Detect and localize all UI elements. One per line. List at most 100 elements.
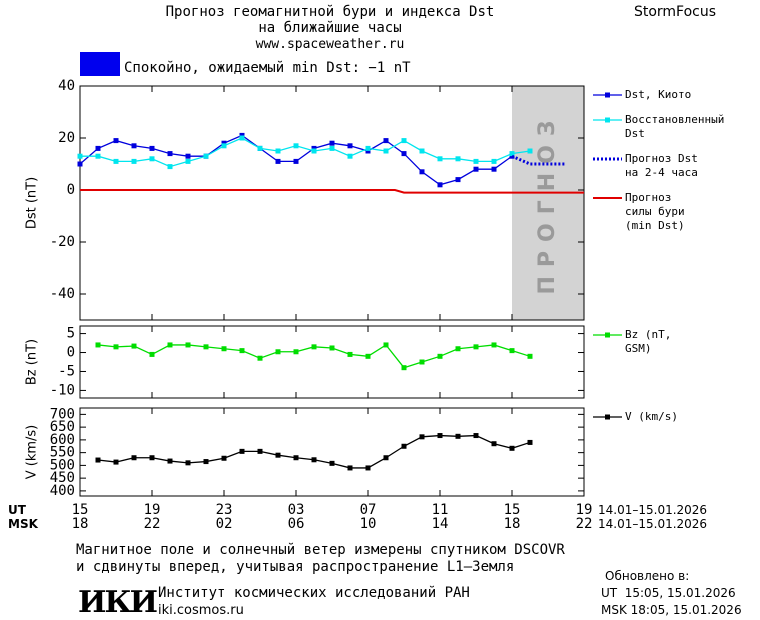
- y-tick-label: 650: [50, 419, 75, 435]
- legend-swatch: [605, 92, 610, 98]
- x-tick-label-msk: 22: [576, 516, 593, 532]
- point: [455, 156, 461, 162]
- y-tick-label: 450: [50, 470, 75, 486]
- x-tick-label: 11: [432, 502, 449, 518]
- y-tick-label: 0: [67, 345, 75, 361]
- point: [401, 365, 407, 371]
- point: [167, 458, 173, 464]
- x-tick-label: 19: [144, 502, 161, 518]
- point: [455, 433, 461, 439]
- point: [383, 148, 389, 154]
- y-tick-label: 400: [50, 483, 75, 499]
- y-tick-label: 700: [50, 406, 75, 422]
- forecast-zone: [512, 86, 584, 320]
- y-tick-label: 0: [67, 182, 75, 198]
- y-axis-title: Dst (nT): [25, 177, 40, 229]
- x-tick-label: 23: [216, 502, 233, 518]
- y-tick-label: -10: [50, 382, 75, 398]
- point: [113, 344, 119, 350]
- point: [455, 346, 461, 352]
- y-tick-label: 600: [50, 432, 75, 448]
- point: [95, 145, 101, 151]
- updated-title: Обновлено в:: [605, 569, 689, 583]
- point: [275, 452, 281, 458]
- point: [131, 343, 137, 349]
- point: [203, 459, 209, 465]
- legend-swatch: [605, 117, 610, 123]
- point: [311, 344, 317, 350]
- point: [293, 455, 299, 461]
- point: [185, 158, 191, 164]
- point: [149, 351, 155, 357]
- point: [473, 166, 479, 172]
- brand: StormFocus: [634, 4, 716, 20]
- point: [491, 166, 497, 172]
- point: [257, 448, 263, 454]
- point: [293, 349, 299, 355]
- updated-ut: UT 15:05, 15.01.2026: [601, 586, 736, 600]
- point: [131, 455, 137, 461]
- point: [149, 455, 155, 461]
- series-line: [80, 189, 584, 194]
- status-text: Спокойно, ожидаемый min Dst: −1 nT: [124, 60, 411, 76]
- point: [311, 457, 317, 463]
- point: [401, 443, 407, 449]
- point: [167, 342, 173, 348]
- point: [95, 153, 101, 159]
- point: [329, 140, 335, 146]
- x-tick-label: 15: [72, 502, 89, 518]
- point: [149, 145, 155, 151]
- point: [527, 439, 533, 445]
- point: [311, 145, 317, 151]
- point: [275, 349, 281, 355]
- y-tick-label: 40: [58, 78, 75, 94]
- series-line: [80, 137, 531, 168]
- institute: Институт космических исследований РАН: [158, 585, 470, 601]
- point: [185, 153, 191, 159]
- point: [527, 148, 533, 154]
- point: [401, 138, 407, 144]
- point: [221, 346, 227, 352]
- point: [275, 148, 281, 154]
- point: [113, 459, 119, 465]
- point: [347, 153, 353, 159]
- x-tick-label-msk: 10: [360, 516, 377, 532]
- status-box: [80, 52, 120, 76]
- point: [185, 342, 191, 348]
- point: [203, 153, 209, 159]
- point: [239, 448, 245, 454]
- point: [419, 169, 425, 175]
- point: [401, 151, 407, 157]
- point: [221, 140, 227, 146]
- point: [329, 345, 335, 351]
- y-tick-label: 5: [67, 326, 75, 342]
- point: [311, 148, 317, 154]
- y-axis-title: Bz (nT): [25, 339, 40, 385]
- x-tick-label: 03: [288, 502, 305, 518]
- point: [221, 455, 227, 461]
- footer-note: и сдвинуты вперед, учитывая распростране…: [76, 559, 514, 575]
- x-row-label: UT: [8, 503, 27, 517]
- point: [437, 156, 443, 162]
- legend-label: Dst, Киото: [625, 88, 692, 101]
- point: [77, 153, 83, 159]
- point: [293, 158, 299, 164]
- point: [113, 138, 119, 144]
- legend-label: V (km/s): [625, 410, 678, 423]
- point: [131, 158, 137, 164]
- point: [221, 143, 227, 149]
- point: [509, 151, 515, 157]
- x-tick-label-msk: 18: [504, 516, 521, 532]
- point: [491, 342, 497, 348]
- date-range: 14.01–15.01.2026: [598, 517, 707, 531]
- point: [365, 148, 371, 154]
- url: www.spaceweather.ru: [256, 37, 405, 52]
- y-tick-label: 500: [50, 457, 75, 473]
- legend-swatch: [605, 332, 610, 338]
- point: [257, 145, 263, 151]
- point: [167, 164, 173, 170]
- point: [509, 445, 515, 451]
- point: [95, 457, 101, 463]
- point: [167, 151, 173, 157]
- y-tick-label: -40: [50, 286, 75, 302]
